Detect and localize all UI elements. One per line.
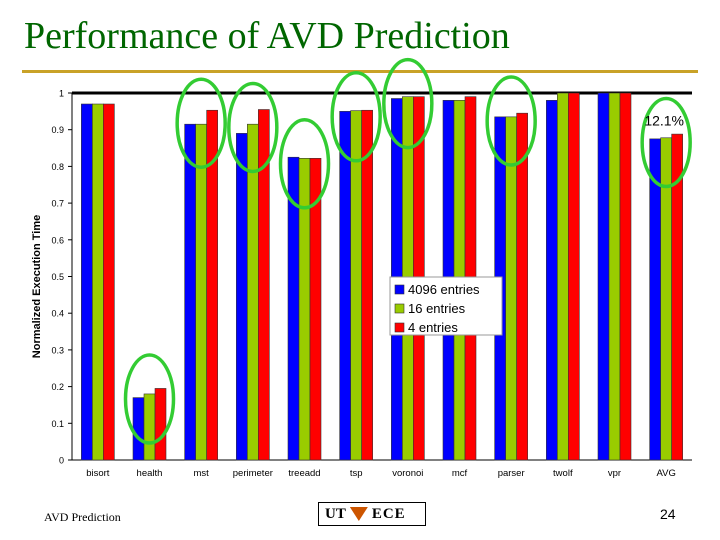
- legend-label: 4 entries: [408, 320, 458, 335]
- y-tick-label: 0.8: [51, 162, 64, 172]
- bar-treeadd-1: [298, 158, 311, 461]
- x-tick-label: bisort: [86, 468, 110, 479]
- x-tick-label: twolf: [553, 468, 573, 479]
- annotation-label: 12.1%: [644, 113, 684, 129]
- bar-vpr-1: [608, 92, 621, 461]
- y-tick-label: 0: [59, 456, 64, 466]
- x-tick-label: vpr: [608, 468, 621, 479]
- bar-vpr-0: [597, 92, 610, 461]
- bar-health-1: [143, 393, 156, 461]
- bar-twolf-1: [557, 92, 569, 461]
- bar-bisort-0: [81, 103, 93, 461]
- ut-ece-logo: UT ECE: [318, 502, 426, 526]
- y-tick-label: 0.3: [51, 345, 64, 355]
- bar-perimeter-2: [258, 109, 270, 461]
- legend-box: [389, 276, 503, 336]
- bar-twolf-0: [546, 100, 558, 461]
- bar-parser-1: [505, 116, 517, 461]
- bar-parser-2: [516, 112, 528, 461]
- y-tick-label: 0.7: [51, 199, 64, 209]
- slide-title: Performance of AVD Prediction: [24, 15, 510, 57]
- bar-bisort-1: [92, 103, 104, 461]
- highlight-circle-health: [123, 353, 176, 445]
- bar-twolf-2: [568, 92, 580, 461]
- highlight-circle-treeadd: [278, 118, 331, 210]
- plot-area: [72, 93, 692, 460]
- bar-AVG-2: [671, 133, 683, 461]
- legend-swatch: [394, 284, 405, 295]
- bar-health-0: [132, 397, 145, 461]
- highlight-circle-AVG: [640, 96, 692, 189]
- y-axis-label: Normalized Execution Time: [31, 215, 43, 358]
- highlight-circle-parser: [485, 75, 537, 167]
- bar-vpr-2: [619, 92, 632, 461]
- bar-tsp-2: [361, 109, 373, 461]
- bar-treeadd-2: [309, 158, 322, 461]
- highlight-circle-mst: [175, 77, 227, 169]
- bar-AVG-0: [649, 138, 661, 461]
- bar-bisort-2: [103, 103, 115, 461]
- bar-health-2: [154, 388, 167, 461]
- bar-tsp-1: [350, 110, 362, 461]
- legend-swatch: [394, 303, 405, 314]
- y-tick-label: 0.6: [51, 235, 64, 245]
- bar-mst-1: [195, 123, 207, 461]
- highlight-circle-tsp: [330, 71, 382, 163]
- x-tick-label: voronoi: [392, 468, 423, 479]
- x-tick-label: mcf: [452, 468, 468, 479]
- highlight-circle-voronoi: [382, 57, 434, 150]
- bar-mst-0: [184, 123, 196, 461]
- bar-perimeter-1: [247, 123, 259, 461]
- bar-tsp-0: [339, 111, 351, 461]
- longhorn-icon: [349, 507, 368, 521]
- logo-text-right: ECE: [371, 505, 406, 522]
- x-tick-label: parser: [498, 468, 525, 479]
- y-tick-label: 0.2: [51, 382, 64, 392]
- y-tick-label: 0.4: [51, 309, 64, 319]
- x-tick-label: mst: [194, 468, 210, 479]
- x-tick-label: health: [137, 468, 163, 479]
- y-tick-label: 0.1: [51, 419, 64, 429]
- bar-perimeter-0: [236, 133, 248, 461]
- footer-text: AVD Prediction: [44, 510, 121, 524]
- logo-text-left: UT: [325, 505, 346, 522]
- x-tick-label: AVG: [656, 468, 675, 479]
- legend-swatch: [394, 322, 405, 333]
- y-tick-label: 1: [59, 89, 64, 99]
- y-tick-label: 0.5: [51, 272, 64, 282]
- legend-label: 4096 entries: [408, 282, 480, 297]
- legend-label: 16 entries: [408, 301, 466, 316]
- y-tick-label: 0.9: [51, 125, 64, 135]
- x-tick-label: perimeter: [233, 468, 273, 479]
- page-number: 24: [660, 506, 676, 522]
- x-tick-label: tsp: [350, 468, 363, 479]
- bar-mst-2: [206, 109, 218, 461]
- x-tick-label: treeadd: [288, 468, 320, 479]
- highlight-circle-perimeter: [227, 81, 279, 174]
